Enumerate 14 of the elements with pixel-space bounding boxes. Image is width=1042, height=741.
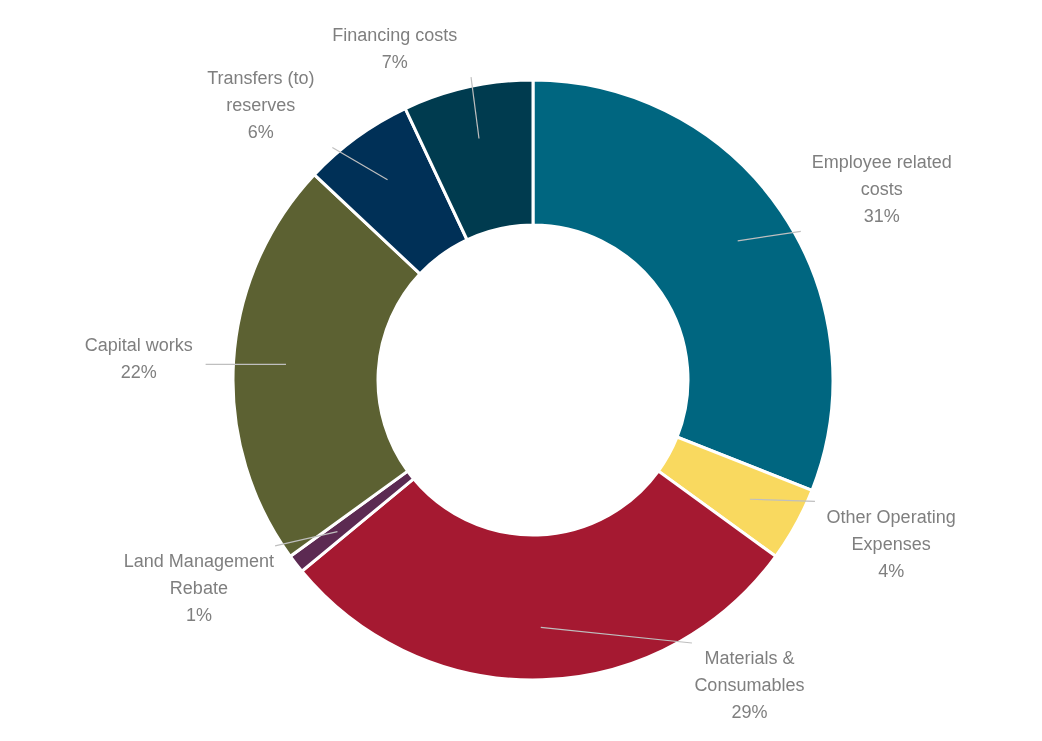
data-label: 4% <box>878 560 905 581</box>
slice-label: Employee related costs <box>811 151 952 199</box>
slice-label: Materials & Consumables <box>694 648 805 696</box>
slice-label: Financing costs <box>332 24 458 45</box>
data-label: 31% <box>863 205 900 226</box>
slice-label: Capital works <box>84 335 193 356</box>
slice-label: Other Operating Expenses <box>826 506 956 554</box>
slice-label: Transfers (to) reserves <box>207 67 315 115</box>
data-label: 22% <box>120 362 157 383</box>
slice-label: Land Management Rebate <box>123 551 274 599</box>
data-label: 1% <box>185 605 212 626</box>
data-label: 6% <box>247 121 274 142</box>
data-label: 29% <box>731 702 768 723</box>
data-label: 7% <box>381 51 408 72</box>
